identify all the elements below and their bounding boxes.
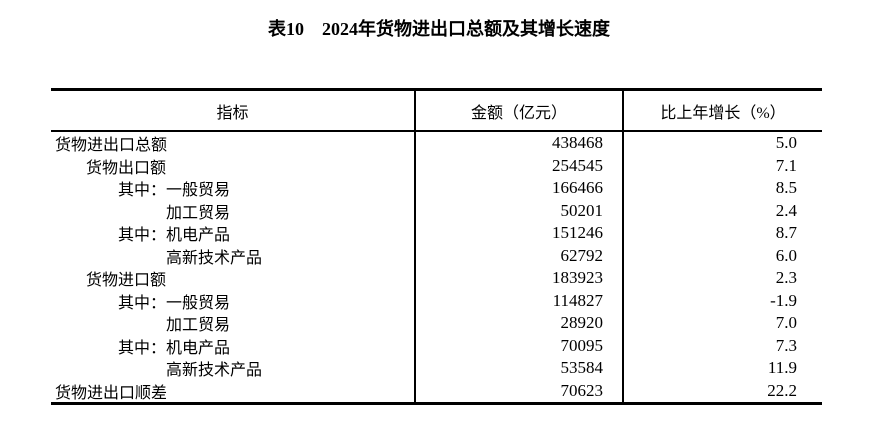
indicator-cell: 货物进出口顺差 xyxy=(55,384,168,402)
growth-cell: 5.0 xyxy=(622,132,822,155)
table-row: 高新技术产品 53584 11.9 xyxy=(51,357,822,380)
table-row: 货物进出口总额 438468 5.0 xyxy=(51,132,822,155)
table-row: 货物出口额 254545 7.1 xyxy=(51,154,822,177)
indicator-cell: 货物进口额 xyxy=(86,272,167,290)
table-row: 其中：机电产品 151246 8.7 xyxy=(51,222,822,245)
growth-cell: -1.9 xyxy=(622,289,822,312)
indicator-cell: 高新技术产品 xyxy=(166,362,263,380)
header-indicator: 指标 xyxy=(51,91,414,132)
growth-cell: 7.1 xyxy=(622,154,822,177)
table-number: 表10 xyxy=(268,19,304,39)
amount-cell: 114827 xyxy=(414,289,622,312)
indicator-cell: 货物出口额 xyxy=(86,159,167,177)
amount-cell: 53584 xyxy=(414,357,622,380)
table-row: 货物进口额 183923 2.3 xyxy=(51,267,822,290)
table-row: 货物进出口顺差 70623 22.2 xyxy=(51,379,822,402)
growth-cell: 7.3 xyxy=(622,334,822,357)
growth-cell: 22.2 xyxy=(622,379,822,402)
header-amount: 金额（亿元） xyxy=(414,91,622,132)
indicator-cell: 加工贸易 xyxy=(166,204,231,222)
indicator-cell: 其中：一般贸易 xyxy=(118,182,231,200)
amount-cell: 166466 xyxy=(414,177,622,200)
amount-cell: 151246 xyxy=(414,222,622,245)
growth-cell: 8.7 xyxy=(622,222,822,245)
indicator-cell: 其中：机电产品 xyxy=(118,227,231,245)
table-row: 加工贸易 50201 2.4 xyxy=(51,199,822,222)
indicator-cell: 其中：机电产品 xyxy=(118,339,231,357)
amount-cell: 28920 xyxy=(414,312,622,335)
header-growth: 比上年增长（%） xyxy=(622,91,822,132)
table-title: 表10 2024年货物进出口总额及其增长速度 xyxy=(0,16,878,42)
amount-cell: 50201 xyxy=(414,199,622,222)
table-body: 货物进出口总额 438468 5.0 货物出口额 254545 7.1 其中：一般贸易 166… xyxy=(51,132,822,402)
growth-cell: 8.5 xyxy=(622,177,822,200)
growth-cell: 2.3 xyxy=(622,267,822,290)
indicator-cell: 货物进出口总额 xyxy=(55,137,168,155)
table-row: 高新技术产品 62792 6.0 xyxy=(51,244,822,267)
table-header-row: 指标 金额（亿元） 比上年增长（%） xyxy=(51,91,822,132)
indicator-cell: 加工贸易 xyxy=(166,317,231,335)
imports-exports-table: 指标 金额（亿元） 比上年增长（%） 货物进出口总额 438468 5.0 货物出口额… xyxy=(51,88,822,405)
indicator-cell: 其中：一般贸易 xyxy=(118,294,231,312)
growth-cell: 2.4 xyxy=(622,199,822,222)
table-row: 其中：一般贸易 166466 8.5 xyxy=(51,177,822,200)
amount-cell: 254545 xyxy=(414,154,622,177)
table-row: 其中：一般贸易 114827 -1.9 xyxy=(51,289,822,312)
amount-cell: 62792 xyxy=(414,244,622,267)
amount-cell: 70623 xyxy=(414,379,622,402)
table-title-text: 2024年货物进出口总额及其增长速度 xyxy=(322,19,610,39)
growth-cell: 7.0 xyxy=(622,312,822,335)
amount-cell: 70095 xyxy=(414,334,622,357)
growth-cell: 6.0 xyxy=(622,244,822,267)
table-row: 加工贸易 28920 7.0 xyxy=(51,312,822,335)
table-row: 其中：机电产品 70095 7.3 xyxy=(51,334,822,357)
amount-cell: 438468 xyxy=(414,132,622,155)
growth-cell: 11.9 xyxy=(622,357,822,380)
indicator-cell: 高新技术产品 xyxy=(166,249,263,267)
amount-cell: 183923 xyxy=(414,267,622,290)
